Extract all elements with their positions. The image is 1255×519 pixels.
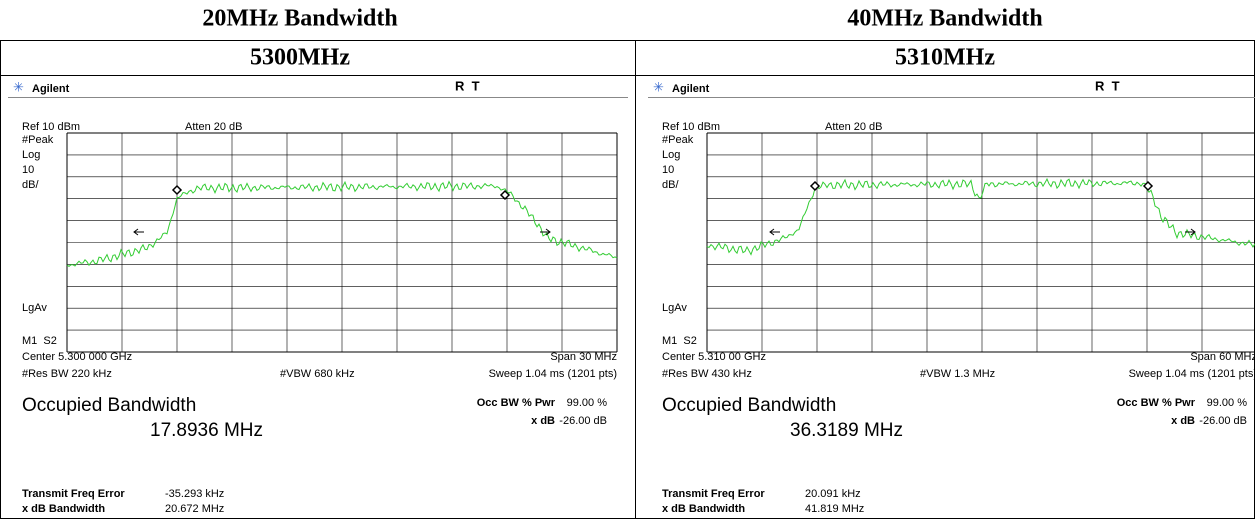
xbw-label: x dB Bandwidth [662,503,745,515]
res-bw: #Res BW 220 kHz [22,368,112,380]
table-border [0,40,1255,519]
marker-state: M1 S2 [22,335,57,347]
tfe-label: Transmit Freq Error [22,488,125,500]
tfe-label: Transmit Freq Error [662,488,765,500]
occ-title: Occupied Bandwidth [662,395,836,416]
arrow [540,228,551,236]
lgav: LgAv [22,302,47,314]
heading: 20MHz Bandwidth [202,6,397,32]
logo-icon: ✳ [13,79,24,94]
marker-state: M1 S2 [662,335,697,347]
arrow [769,228,780,236]
span: Span 30 MHz [550,351,617,363]
trace [66,180,618,268]
logo-icon: ✳ [653,79,664,94]
trace [706,177,1255,256]
occ-pwr-value: 99.00 % [567,397,608,409]
xbw-value: 20.672 MHz [165,503,224,515]
tfe-value: 20.091 kHz [805,488,861,500]
sweep: Sweep 1.04 ms (1201 pts) [489,368,617,380]
brand: Agilent [672,83,710,95]
scale-label: dB/ [662,179,679,191]
occ-pwr-label: Occ BW % Pwr [1117,397,1196,409]
attenuation: Atten 20 dB [825,121,883,133]
occ-title: Occupied Bandwidth [22,395,196,416]
marker [499,189,511,201]
tfe-value: -35.293 kHz [165,488,224,500]
sweep: Sweep 1.04 ms (1201 pts) [1129,368,1255,380]
lgav: LgAv [662,302,687,314]
scale-label: #Peak [22,134,54,146]
vbw: #VBW 680 kHz [280,368,355,380]
center: Center 5.300 000 GHz [22,351,132,363]
arrow [133,228,144,236]
marker [809,180,821,192]
xbw-value: 41.819 MHz [805,503,864,515]
xdb-label: x dB [1171,415,1195,427]
res-bw: #Res BW 430 kHz [662,368,752,380]
scale-label: 10 [22,164,34,176]
xdb-value: -26.00 dB [1199,415,1247,427]
brand: Agilent [32,83,70,95]
xbw-label: x dB Bandwidth [22,503,105,515]
span: Span 60 MHz [1190,351,1255,363]
occ-pwr-value: 99.00 % [1207,397,1248,409]
marker [171,184,183,196]
attenuation: Atten 20 dB [185,121,243,133]
scale-label: #Peak [662,134,694,146]
scale-label: dB/ [22,179,39,191]
status: R T [455,78,480,93]
occ-value: 36.3189 MHz [790,420,903,441]
xdb-value: -26.00 dB [559,415,607,427]
center: Center 5.310 00 GHz [662,351,766,363]
frequency: 5300MHz [250,45,350,71]
xdb-label: x dB [531,415,555,427]
scale-label: 10 [662,164,674,176]
status: R T [1095,78,1120,93]
scale-label: Log [662,149,680,161]
vbw: #VBW 1.3 MHz [920,368,995,380]
arrow [1185,228,1196,236]
ref-level: Ref 10 dBm [22,121,80,133]
heading: 40MHz Bandwidth [847,6,1042,32]
occ-pwr-label: Occ BW % Pwr [477,397,556,409]
marker [1142,180,1154,192]
frequency: 5310MHz [895,45,995,71]
scale-label: Log [22,149,40,161]
occ-value: 17.8936 MHz [150,420,263,441]
ref-level: Ref 10 dBm [662,121,720,133]
